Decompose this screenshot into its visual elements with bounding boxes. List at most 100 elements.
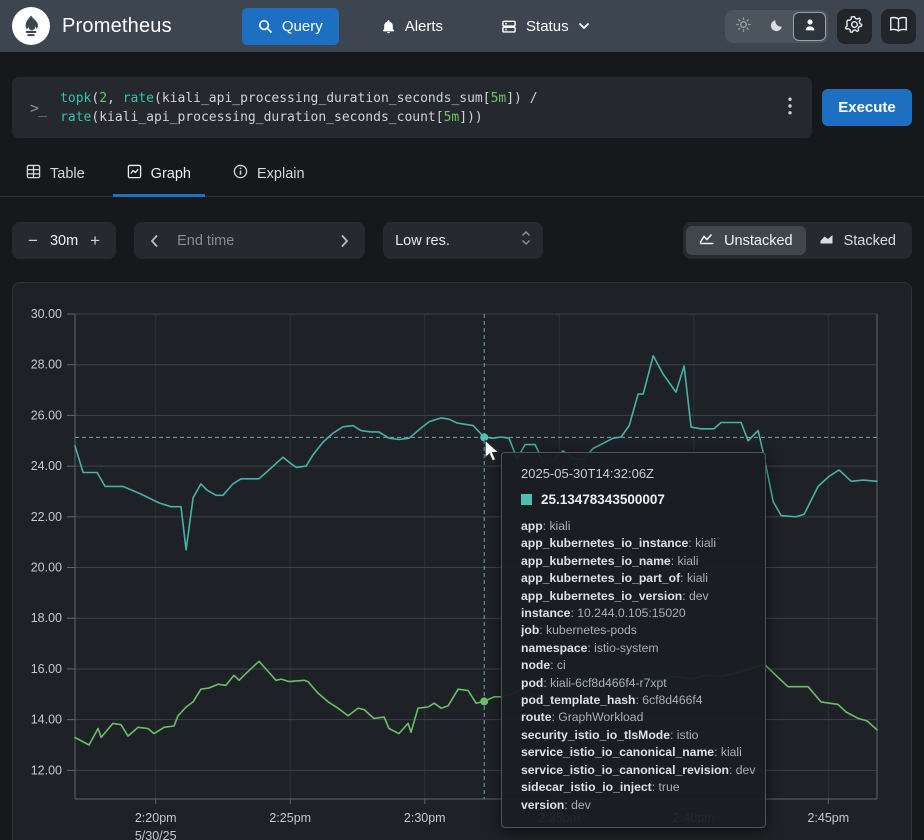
tooltip-label-row: version: dev: [521, 797, 591, 812]
nav-alerts-button[interactable]: Alerts: [365, 8, 459, 45]
query-input-panel[interactable]: >_ topk(2, rate(kiali_api_processing_dur…: [12, 77, 812, 138]
nav-alerts-label: Alerts: [404, 17, 444, 35]
y-axis-label: 30.00: [31, 307, 62, 321]
tooltip-label-row: service_istio_io_canonical_name: kiali: [521, 745, 742, 760]
stacking-toggle: Unstacked Stacked: [683, 222, 912, 259]
tooltip-label-row: app_kubernetes_io_instance: kiali: [521, 536, 717, 551]
tab-table-label: Table: [50, 165, 85, 182]
tooltip-label-row: security_istio_io_tlsMode: istio: [521, 727, 699, 742]
tooltip-label-row: pod: kiali-6cf8d466f4-r7xpt: [521, 675, 667, 690]
series-color-swatch: [521, 494, 532, 505]
tooltip-label-row: node: ci: [521, 658, 566, 673]
book-icon: [889, 16, 908, 36]
mouse-cursor: [484, 439, 500, 462]
y-axis-label: 12.00: [31, 763, 62, 777]
x-axis-label: 2:20pm: [135, 811, 177, 825]
range-value[interactable]: 30m: [49, 232, 79, 249]
select-arrows-icon: [521, 230, 531, 251]
sun-icon: [736, 17, 751, 35]
unstacked-label: Unstacked: [724, 232, 793, 249]
y-axis-label: 28.00: [31, 358, 62, 372]
y-axis-label: 24.00: [31, 459, 62, 473]
x-axis-label: 2:45pm: [807, 811, 849, 825]
tooltip-label-row: app: kiali: [521, 519, 571, 533]
prometheus-logo: [12, 7, 50, 45]
tooltip-label-row: route: GraphWorkload: [521, 710, 644, 725]
tooltip-label-row: app_kubernetes_io_name: kiali: [521, 553, 699, 568]
tab-table[interactable]: Table: [12, 155, 99, 197]
chevron-down-icon: [578, 22, 590, 30]
tooltip-label-row: app_kubernetes_io_part_of: kiali: [521, 571, 708, 586]
result-tabs: Table Graph Explain: [0, 155, 924, 197]
stacked-label: Stacked: [843, 232, 896, 249]
graph-panel: 2:20pm5/30/252:25pm2:30pm2:35pm2:40pm2:4…: [12, 282, 912, 840]
tooltip-label-row: instance: 10.244.0.105:15020: [521, 606, 686, 621]
time-forward-button[interactable]: [336, 232, 353, 250]
y-axis-label: 16.00: [31, 662, 62, 676]
tab-explain[interactable]: Explain: [219, 155, 319, 197]
query-row: >_ topk(2, rate(kiali_api_processing_dur…: [12, 77, 912, 138]
query-code[interactable]: topk(2, rate(kiali_api_processing_durati…: [60, 90, 538, 125]
y-axis-label: 26.00: [31, 408, 62, 422]
tooltip-value-row: 25.13478343500007: [521, 492, 757, 507]
tooltip-label-row: pod_template_hash: 6cf8d466f4: [521, 693, 703, 708]
tooltip-labels: app: kiali app_kubernetes_io_instance: ki…: [521, 518, 757, 814]
theme-dark-button[interactable]: [760, 12, 793, 41]
line-chart-icon: [699, 232, 715, 249]
end-time-field[interactable]: End time: [134, 222, 366, 259]
moon-icon: [770, 18, 784, 35]
tooltip-label-row: job: kubernetes-pods: [521, 623, 637, 638]
nav-query-label: Query: [281, 17, 323, 35]
range-decrease-button[interactable]: −: [20, 229, 46, 253]
theme-system-button[interactable]: [793, 11, 826, 41]
x-axis-label: 2:25pm: [269, 811, 311, 825]
tooltip-label-row: namespace: istio-system: [521, 640, 659, 655]
range-stepper: − 30m +: [12, 222, 117, 259]
docs-button[interactable]: [881, 8, 916, 44]
y-axis-label: 22.00: [31, 510, 62, 524]
query-options-kebab-button[interactable]: [780, 91, 800, 124]
series-tooltip: 2025-05-30T14:32:06Z 25.13478343500007 a…: [501, 452, 766, 828]
info-icon: [233, 164, 248, 183]
unstacked-button[interactable]: Unstacked: [686, 226, 806, 255]
tooltip-label-row: app_kubernetes_io_version: dev: [521, 588, 709, 603]
brand-title: Prometheus: [62, 14, 172, 37]
gear-icon: [844, 15, 864, 37]
area-chart-icon: [819, 232, 835, 249]
theme-light-button[interactable]: [727, 12, 760, 41]
graph-icon: [127, 164, 142, 183]
time-series-chart[interactable]: 2:20pm5/30/252:25pm2:30pm2:35pm2:40pm2:4…: [13, 283, 911, 840]
tooltip-value: 25.13478343500007: [541, 492, 665, 507]
nav-status-label: Status: [526, 17, 569, 35]
y-axis-label: 18.00: [31, 611, 62, 625]
execute-button[interactable]: Execute: [822, 89, 912, 126]
tooltip-label-row: service_istio_io_canonical_revision: dev: [521, 762, 756, 777]
resolution-select[interactable]: Low res.: [383, 222, 544, 259]
settings-button[interactable]: [837, 8, 872, 44]
app-header: Prometheus Query Alerts: [0, 0, 924, 52]
time-back-button[interactable]: [146, 232, 163, 250]
header-actions: [725, 8, 916, 44]
series-1-teal: [74, 355, 878, 551]
terminal-prompt-icon: >_: [30, 98, 47, 117]
nav-status-button[interactable]: Status: [485, 8, 606, 45]
range-increase-button[interactable]: +: [82, 229, 108, 253]
theme-toggle-group: [725, 9, 828, 43]
tab-graph-label: Graph: [150, 165, 191, 182]
x-axis-date-label: 5/30/25: [135, 829, 177, 840]
y-axis-label: 14.00: [31, 713, 62, 727]
end-time-placeholder: End time: [177, 232, 235, 249]
stacked-button[interactable]: Stacked: [806, 226, 909, 255]
resolution-value: Low res.: [395, 232, 450, 249]
table-icon: [26, 164, 41, 183]
x-axis-label: 2:30pm: [404, 811, 446, 825]
person-icon: [803, 18, 817, 35]
bell-icon: [381, 19, 396, 34]
main-nav: Query Alerts Status: [241, 7, 606, 45]
tab-graph[interactable]: Graph: [112, 155, 205, 197]
nav-query-button[interactable]: Query: [241, 7, 339, 45]
search-icon: [258, 19, 273, 34]
server-icon: [501, 19, 517, 34]
tooltip-timestamp: 2025-05-30T14:32:06Z: [521, 466, 654, 481]
graph-controls: − 30m + End time Low res. Unsta: [12, 222, 912, 259]
